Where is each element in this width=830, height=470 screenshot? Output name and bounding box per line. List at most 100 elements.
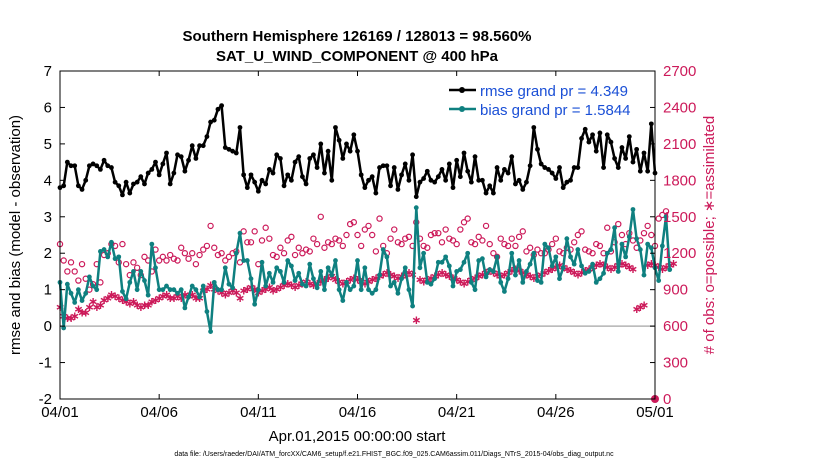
bias-point bbox=[255, 287, 261, 293]
bias-point bbox=[281, 279, 287, 285]
bias-point bbox=[263, 283, 269, 289]
bias-point bbox=[318, 269, 324, 274]
bias-point bbox=[79, 298, 85, 303]
rmse-point bbox=[446, 161, 452, 167]
x-tick-label: 04/21 bbox=[438, 404, 476, 421]
obs-assimilated-point: ∗ bbox=[378, 267, 388, 281]
obs-assimilated-point: ∗ bbox=[448, 271, 458, 285]
bias-point bbox=[98, 249, 103, 254]
bias-point bbox=[623, 254, 629, 260]
obs-assimilated-point: ∗ bbox=[562, 262, 572, 276]
obs-assimilated-point: ∗ bbox=[426, 271, 436, 285]
obs-possible-point bbox=[368, 231, 376, 239]
obs-assimilated-point: ∗ bbox=[554, 258, 564, 272]
rmse-point bbox=[531, 125, 537, 130]
obs-assimilated-point: ∗ bbox=[62, 311, 72, 325]
obs-possible-point bbox=[64, 268, 71, 275]
bias-point bbox=[439, 259, 445, 265]
obs-assimilated-point: ∗ bbox=[565, 264, 575, 278]
rmse-point bbox=[61, 183, 67, 189]
rmse-point bbox=[509, 154, 515, 160]
obs-assimilated-point: ∗ bbox=[441, 267, 451, 281]
x-tick-label: 05/01 bbox=[636, 404, 674, 421]
obs-possible-point bbox=[405, 233, 413, 241]
bias-point bbox=[604, 250, 610, 256]
bias-point bbox=[164, 283, 169, 289]
obs-assimilated-point: ∗ bbox=[363, 275, 373, 289]
obs-possible-point bbox=[424, 244, 431, 251]
rmse-point bbox=[98, 167, 103, 172]
obs-assimilated-point: ∗ bbox=[646, 256, 656, 270]
y2-tick-label: 2100 bbox=[663, 136, 696, 153]
bias-point bbox=[498, 279, 504, 285]
rmse-point bbox=[623, 156, 629, 161]
obs-assimilated-point: ∗ bbox=[444, 269, 454, 283]
bias-point bbox=[160, 287, 166, 293]
rmse-point bbox=[259, 177, 265, 183]
bias-point bbox=[391, 279, 397, 285]
obs-assimilated-point: ∗ bbox=[499, 267, 509, 281]
bias-point bbox=[509, 250, 515, 256]
obs-assimilated-point: ∗ bbox=[573, 267, 583, 281]
obs-possible-point bbox=[122, 260, 130, 268]
rmse-point bbox=[428, 177, 434, 183]
bias-point bbox=[450, 283, 456, 289]
bias-point bbox=[568, 254, 573, 260]
rmse-point bbox=[391, 165, 397, 170]
bias-point bbox=[516, 258, 522, 263]
obs-assimilated-point: ∗ bbox=[187, 287, 197, 301]
obs-assimilated-point: ∗ bbox=[268, 284, 278, 298]
rmse-point bbox=[355, 148, 360, 154]
obs-possible-point bbox=[486, 240, 493, 248]
bias-point bbox=[204, 309, 210, 314]
obs-assimilated-point: ∗ bbox=[84, 300, 94, 314]
rmse-point bbox=[579, 136, 584, 141]
obs-assimilated-point: ∗ bbox=[411, 313, 421, 327]
rmse-point bbox=[417, 179, 423, 185]
bias-point bbox=[446, 263, 452, 269]
obs-assimilated-point: ∗ bbox=[371, 271, 381, 285]
obs-assimilated-point: ∗ bbox=[143, 298, 153, 312]
obs-assimilated-point: ∗ bbox=[547, 262, 557, 276]
obs-possible-point bbox=[200, 246, 207, 253]
obs-possible-point bbox=[471, 240, 479, 248]
bias-point bbox=[465, 250, 471, 256]
rmse-point bbox=[465, 168, 471, 174]
legend-bias-label: bias grand pr = 1.5844 bbox=[480, 102, 631, 119]
rmse-point bbox=[630, 159, 636, 165]
bias-point bbox=[68, 290, 74, 296]
bias-point bbox=[413, 205, 419, 211]
y2-axis-label: # of obs: o=possible; ∗=assimilated bbox=[701, 116, 718, 355]
obs-possible-point bbox=[262, 224, 269, 231]
rmse-point bbox=[153, 159, 158, 165]
bias-point bbox=[490, 269, 496, 274]
bias-point bbox=[388, 283, 393, 289]
rmse-point bbox=[322, 170, 327, 176]
x-tick-label: 04/16 bbox=[339, 404, 377, 421]
bias-point bbox=[546, 245, 551, 251]
obs-possible-point bbox=[203, 242, 211, 250]
obs-possible-point bbox=[648, 231, 655, 239]
rmse-point bbox=[83, 177, 89, 183]
rmse-point bbox=[156, 172, 162, 178]
rmse-point bbox=[384, 163, 390, 169]
obs-assimilated-point: ∗ bbox=[463, 275, 473, 289]
bias-point bbox=[105, 254, 111, 260]
bias-point bbox=[138, 269, 144, 274]
obs-assimilated-point: ∗ bbox=[261, 282, 271, 296]
bias-point bbox=[505, 276, 511, 282]
rmse-point bbox=[189, 143, 195, 149]
bias-point bbox=[131, 269, 136, 274]
y-tick-label: 6 bbox=[44, 99, 52, 116]
rmse-point bbox=[608, 139, 614, 145]
rmse-point bbox=[266, 167, 272, 172]
rmse-point bbox=[516, 177, 522, 183]
obs-assimilated-point: ∗ bbox=[628, 262, 638, 276]
bias-point bbox=[524, 269, 529, 274]
rmse-point bbox=[619, 145, 625, 150]
rmse-point bbox=[410, 152, 415, 158]
bias-point bbox=[494, 254, 500, 260]
obs-assimilated-point: ∗ bbox=[242, 282, 252, 296]
obs-possible-point bbox=[189, 250, 196, 257]
bias-point bbox=[200, 283, 206, 289]
